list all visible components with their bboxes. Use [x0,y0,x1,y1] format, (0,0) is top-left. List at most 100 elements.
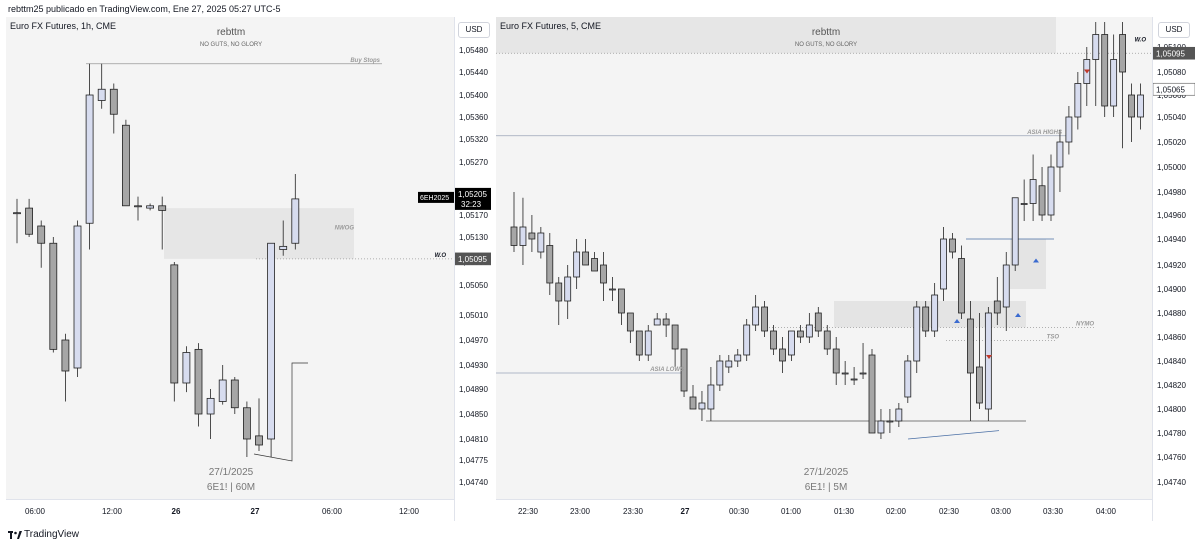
y-tick-label: 1,04840 [1157,357,1186,366]
candle-body [182,352,191,384]
candle-body [680,348,688,392]
divergence-line [907,430,1000,440]
price-axis[interactable]: USD 1,051001,050801,050601,050401,050201… [1152,17,1195,521]
candle-body [618,288,625,314]
candle-body [752,306,760,326]
candle-body [1128,94,1135,118]
structure-line [253,362,308,462]
symbol-title[interactable]: Euro FX Futures, 1h, CME [10,21,117,31]
y-tick-label: 1,05270 [459,158,488,167]
symbol-tag-label: 6EH2025 [420,195,449,202]
price-axis[interactable]: USD 1,05480 1,05440 1,05400 1,05360 1,05320 1… [454,17,491,521]
currency-button[interactable]: USD [458,22,490,38]
plot-area[interactable]: ASIA HIGHS NYMO TSO ASIA LOWS W.O Euro FX Fu… [496,17,1152,500]
candle-body [984,312,992,410]
candle [779,337,786,373]
price-label-value: 1,05095 [458,255,487,264]
candle [170,262,179,402]
annotation-label: NWOG [335,226,355,232]
nwog-zone [164,208,354,259]
candle-body [109,88,118,115]
candle-body [814,312,822,332]
plot-area[interactable]: Buy Stops NWOG W.O 6EH2025 Euro FX Futures,… [6,17,454,500]
y-tick-label: 1,04780 [1157,429,1186,438]
candle [582,239,589,266]
tradingview-brand: TradingView [24,529,80,540]
candle-body [73,225,82,369]
x-tick-label: 03:00 [991,507,1012,516]
candle-body [1002,264,1010,308]
candle [1119,22,1126,149]
candle-body [671,324,679,350]
candle-body [25,207,34,235]
watermark-motto: NO GUTS, NO GLORY [199,42,263,48]
y-tick-label: 1,05320 [459,135,488,144]
candlestick-chart[interactable]: ASIA HIGHS NYMO TSO ASIA LOWS W.O [496,17,1152,500]
candle [975,313,983,409]
candle [1101,22,1109,117]
candle [146,203,155,211]
currency-button[interactable]: USD [1158,22,1190,38]
candle [1110,34,1118,117]
x-tick-label: 06:00 [322,507,343,516]
candle [868,349,876,434]
candle [841,361,849,385]
candle [37,220,46,268]
candle [662,313,670,337]
y-tick-label: 1,04900 [1157,285,1186,294]
candle [600,252,607,301]
candle-body [546,245,554,284]
annotation-label: Buy Stops [350,58,380,64]
candle [895,403,903,427]
x-tick-label: 26 [172,507,181,516]
y-tick-label: 1,04850 [459,410,488,419]
y-tick-label: 1,04890 [459,385,488,394]
chart-panel-1h[interactable]: Buy Stops NWOG W.O 6EH2025 Euro FX Futures,… [6,17,491,521]
candle-body [170,264,179,384]
x-tick-label: 23:00 [570,507,591,516]
candlestick-chart[interactable]: Buy Stops NWOG W.O 6EH2025 [6,17,454,500]
candle-body [644,330,652,356]
candle [609,277,616,301]
tradingview-footer[interactable]: TradingView [8,529,79,540]
y-tick-label: 1,05440 [459,68,488,77]
time-axis[interactable]: 06:00 12:00 26 27 06:00 12:00 [6,499,454,521]
candle [1074,72,1082,130]
y-tick-label: 1,04860 [1157,333,1186,342]
candle [788,330,795,361]
candle [716,355,724,391]
y-tick-label: 1,04760 [1157,453,1186,462]
candle-body [922,306,930,332]
time-axis[interactable]: 22:30 23:00 23:30 27 00:30 01:00 01:30 02:00 02:… [496,499,1152,521]
candle [734,349,742,367]
candle-body [510,226,518,246]
candle [230,377,239,414]
watermark-motto: NO GUTS, NO GLORY [794,42,858,48]
candle [707,367,715,421]
candle-body [537,232,545,253]
watermark-author: rebttm [811,27,841,38]
candle [922,301,930,337]
candle-body [805,324,813,338]
symbol-title[interactable]: Euro FX Futures, 5, CME [500,21,602,31]
candle [689,385,697,410]
candle-body [1038,185,1046,216]
y-tick-label: 1,04960 [1157,211,1186,220]
candle-body [267,242,276,440]
candle [949,233,956,259]
chart-panel-5m[interactable]: ASIA HIGHS NYMO TSO ASIA LOWS W.O Euro FX Fu… [496,17,1195,521]
candle-body [734,354,742,362]
candle [1002,252,1010,331]
candle-body [49,242,58,350]
candle-body [913,306,921,362]
candle [242,401,251,457]
candle-body [949,238,956,253]
candle [913,301,921,373]
candle-body [698,402,706,410]
candle-body [13,212,21,215]
candle-body [519,226,527,246]
candle-body [1110,59,1118,107]
candle [122,119,130,207]
candle-body [218,379,227,402]
candle [85,63,94,250]
